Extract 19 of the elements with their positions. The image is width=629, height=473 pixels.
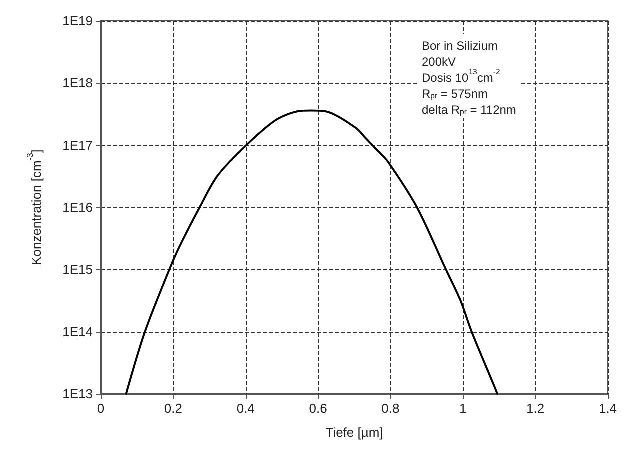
y-tick-label: 1E15 — [62, 262, 93, 278]
y-tick-label: 1E19 — [62, 14, 93, 28]
y-axis-title: Konzentration [cm-3] — [25, 150, 44, 266]
y-tick-label: 1E18 — [62, 76, 93, 91]
y-tick-label: 1E13 — [62, 386, 93, 402]
x-tick-label: 0.2 — [164, 401, 182, 416]
x-tick-label: 1 — [460, 401, 467, 416]
annotation: 200kV — [422, 55, 456, 69]
y-tick-label: 1E16 — [62, 200, 93, 215]
x-tick-label: 0 — [97, 401, 105, 416]
x-tick-label: 1.4 — [598, 401, 618, 416]
x-tick-label: 1.2 — [526, 401, 545, 416]
x-tick-label: 0.6 — [309, 401, 328, 416]
y-tick-label: 1E14 — [62, 324, 93, 340]
y-tick-label: 1E17 — [62, 138, 93, 153]
x-tick-label: 0.4 — [236, 401, 255, 416]
x-axis-title: Tiefe [µm] — [326, 425, 384, 440]
x-tick-label: 0.8 — [382, 401, 400, 416]
annotation: Bor in Silizium — [422, 39, 498, 53]
